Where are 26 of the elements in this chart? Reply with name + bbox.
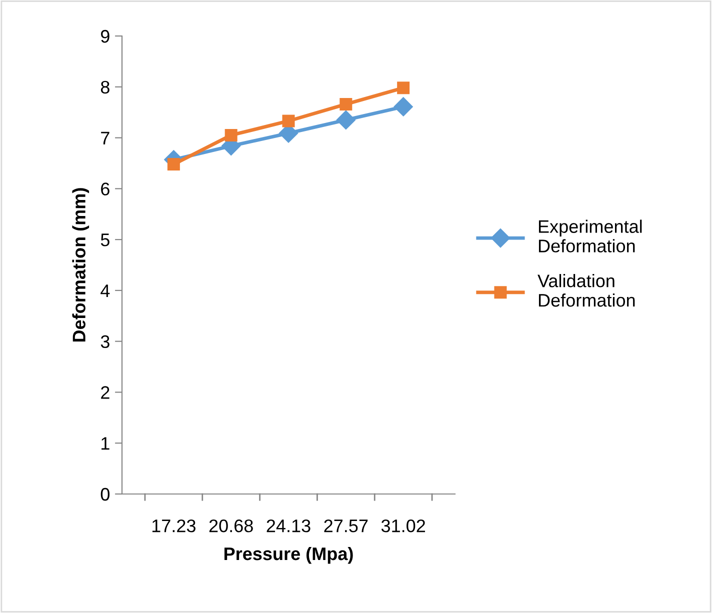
legend-label: Experimental Deformation	[538, 220, 642, 252]
x-tick-label: 20.68	[209, 519, 253, 532]
y-tick-label: 0	[100, 488, 110, 501]
x-tick-label: 31.02	[381, 519, 426, 532]
y-tick-label: 2	[101, 386, 110, 399]
x-tick-label: 27.57	[324, 519, 368, 532]
point	[282, 114, 295, 128]
point	[336, 110, 356, 130]
y-tick-label: 7	[101, 132, 110, 144]
x-axis-title: Pressure (Mpa)	[224, 546, 353, 564]
legend-label: Validation Deformation	[538, 274, 635, 307]
point	[394, 97, 413, 116]
y-tick-label: 6	[101, 182, 110, 196]
y-tick-label: 1	[102, 437, 110, 450]
y-tick-label: 5	[100, 234, 110, 246]
y-axis-title: Deformation (mm)	[72, 188, 90, 342]
x-tick-label: 17.23	[152, 519, 196, 532]
y-tick-label: 4	[100, 284, 110, 297]
y-tick-label: 9	[101, 30, 110, 43]
point	[167, 158, 180, 170]
x-tick-label: 24.13	[266, 519, 310, 532]
y-tick-label: 3	[100, 335, 110, 348]
point	[397, 82, 410, 94]
point	[224, 128, 238, 142]
point	[340, 98, 352, 110]
y-tick-label: 8	[100, 80, 110, 94]
